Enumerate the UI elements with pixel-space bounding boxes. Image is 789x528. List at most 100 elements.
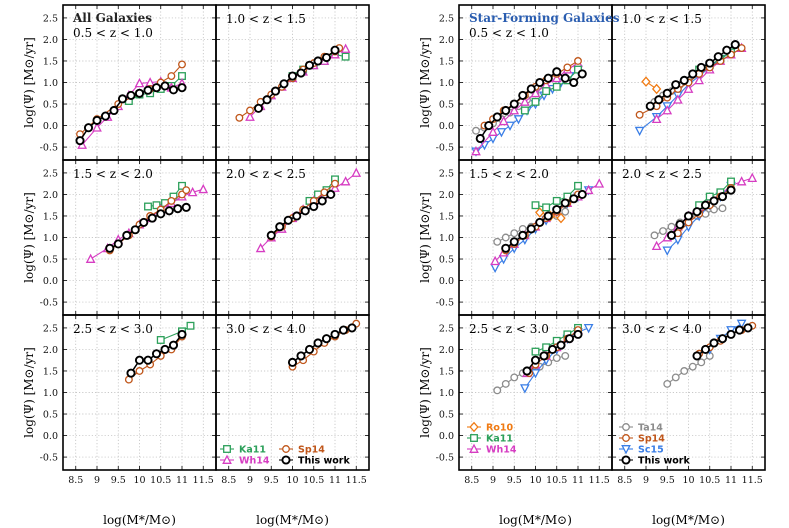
data-point bbox=[526, 84, 536, 94]
y-tick-label: 1.0 bbox=[43, 78, 58, 89]
data-point bbox=[543, 73, 553, 83]
x-tick-label: 9 bbox=[94, 475, 100, 486]
y-tick-label: 0.0 bbox=[43, 276, 58, 287]
x-tick-label: 9 bbox=[490, 475, 496, 486]
y-tick-label: -0.5 bbox=[436, 453, 454, 464]
x-tick-label: 10.5 bbox=[303, 475, 324, 486]
data-point bbox=[518, 230, 528, 240]
series-line-this-work bbox=[505, 193, 583, 249]
y-axis-label: log(Ψ) [M⊙/yr] bbox=[418, 192, 432, 283]
data-point bbox=[726, 329, 736, 339]
x-tick-label: 10 bbox=[133, 475, 145, 486]
data-point bbox=[634, 126, 645, 137]
x-tick-label: 8.5 bbox=[221, 475, 236, 486]
data-point bbox=[156, 336, 165, 344]
data-point bbox=[645, 101, 655, 111]
data-point bbox=[178, 60, 186, 69]
data-point bbox=[688, 69, 698, 79]
panel-label: 0.5 < z < 1.0 bbox=[469, 26, 549, 40]
y-tick-label: 2.5 bbox=[439, 13, 454, 24]
data-point bbox=[583, 184, 594, 195]
data-point bbox=[510, 373, 519, 382]
data-point bbox=[281, 455, 291, 465]
data-point bbox=[520, 96, 530, 106]
y-tick-label: -0.5 bbox=[436, 143, 454, 154]
legend-label: Sp14 bbox=[298, 445, 325, 456]
data-point bbox=[330, 182, 340, 192]
data-point bbox=[134, 77, 145, 88]
data-point bbox=[535, 77, 545, 88]
data-point bbox=[173, 204, 183, 214]
y-tick-label: 1.0 bbox=[439, 233, 454, 244]
data-point bbox=[569, 194, 579, 204]
data-point bbox=[340, 43, 351, 53]
x-tick-label: 8.5 bbox=[617, 475, 632, 486]
data-point bbox=[671, 80, 681, 90]
data-point bbox=[737, 44, 746, 53]
data-point bbox=[709, 196, 719, 206]
panel-label: 3.0 < z < 4.0 bbox=[622, 322, 702, 336]
data-point bbox=[542, 87, 551, 96]
data-point bbox=[673, 94, 683, 104]
y-tick-label: 1.5 bbox=[439, 56, 454, 67]
data-point bbox=[561, 207, 570, 216]
data-point bbox=[182, 186, 191, 195]
panel-1.5-2.0: 1.5 < z < 2.0 -0.5 0.0 0.5 1.0 1.5 2.0 2.5 bbox=[40, 159, 217, 316]
y-tick-label: 1.0 bbox=[43, 233, 58, 244]
all-galaxies-panel-grid: 0.5 < z < 1.0 -0.5 0.0 0.5 1.0 1.5 2.0 2.5 1.0 <… bbox=[22, 4, 370, 527]
data-point bbox=[85, 253, 96, 263]
data-point bbox=[92, 122, 102, 132]
y-tick-label: 0.0 bbox=[43, 431, 58, 442]
data-point bbox=[650, 231, 659, 240]
panel-label: 0.5 < z < 1.0 bbox=[73, 26, 153, 40]
data-point bbox=[147, 213, 157, 223]
data-point bbox=[662, 88, 672, 98]
data-point bbox=[283, 215, 293, 225]
y-tick-label: 0.0 bbox=[43, 121, 58, 132]
y-tick-label: 2.0 bbox=[439, 190, 454, 201]
panel-label: 1.5 < z < 2.0 bbox=[73, 167, 153, 181]
panel-label: 2.5 < z < 3.0 bbox=[469, 322, 549, 336]
data-point bbox=[253, 103, 264, 113]
data-point bbox=[621, 445, 631, 455]
data-point bbox=[722, 45, 732, 55]
x-tick-label: 9 bbox=[247, 475, 253, 486]
data-point bbox=[493, 386, 502, 395]
data-point bbox=[743, 323, 753, 333]
data-point bbox=[700, 344, 711, 354]
data-point bbox=[709, 338, 719, 348]
legend-label: Sp14 bbox=[638, 434, 665, 445]
data-point bbox=[531, 347, 540, 356]
data-point bbox=[109, 105, 119, 116]
data-point bbox=[556, 212, 566, 224]
panel-label: 2.0 < z < 2.5 bbox=[622, 167, 702, 181]
data-point bbox=[551, 72, 562, 83]
data-point bbox=[573, 329, 583, 339]
y-tick-label: 2.0 bbox=[439, 35, 454, 46]
data-point bbox=[651, 83, 662, 95]
legend-label: Ka11 bbox=[239, 445, 266, 456]
x-axis-label: log(M*/M⊙) bbox=[103, 513, 176, 527]
data-point bbox=[168, 340, 179, 350]
y-tick-label: 1.0 bbox=[43, 388, 58, 399]
y-tick-label: 0.5 bbox=[439, 410, 454, 421]
data-point bbox=[734, 325, 745, 335]
data-point bbox=[493, 237, 502, 246]
y-tick-label: 1.5 bbox=[43, 56, 58, 67]
data-point bbox=[134, 88, 145, 98]
y-tick-label: 2.5 bbox=[43, 13, 58, 24]
y-tick-label: 0.5 bbox=[439, 255, 454, 266]
panel-3.0-4.0: 3.0 < z < 4.0 8.5 9 9.5 10 10.5 11 11.5 bbox=[215, 314, 370, 486]
x-axis-label: log(M*/M⊙) bbox=[652, 513, 725, 527]
data-point bbox=[492, 112, 502, 122]
y-tick-label: 2.0 bbox=[43, 345, 58, 356]
data-point bbox=[490, 263, 500, 274]
y-tick-label: 1.5 bbox=[43, 211, 58, 222]
y-tick-label: 1.5 bbox=[43, 366, 58, 377]
data-point bbox=[287, 71, 298, 81]
x-tick-label: 10.5 bbox=[150, 475, 171, 486]
data-point bbox=[181, 202, 191, 212]
data-point bbox=[347, 323, 357, 333]
data-point bbox=[688, 362, 697, 371]
